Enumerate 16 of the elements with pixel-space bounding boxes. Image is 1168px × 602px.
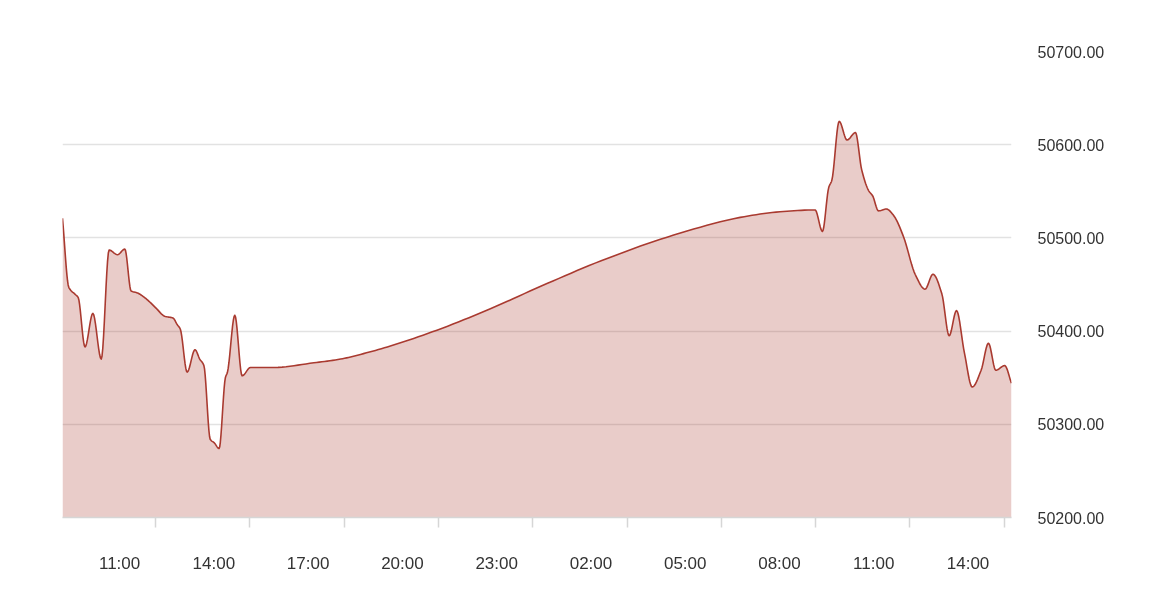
x-tick-label: 05:00 (663, 553, 707, 573)
y-tick-label: 50700.00 (1037, 43, 1105, 61)
y-tick-label: 50200.00 (1037, 509, 1105, 527)
x-tick-label: 11:00 (98, 553, 141, 573)
x-tick-label: 14:00 (946, 553, 990, 573)
x-tick-label: 14:00 (192, 553, 236, 573)
x-tick-label: 11:00 (853, 553, 895, 573)
y-tick-label: 50300.00 (1037, 416, 1105, 434)
x-tick-label: 17:00 (286, 553, 330, 573)
x-tick-label: 20:00 (381, 553, 424, 573)
x-tick-label: 08:00 (758, 553, 801, 573)
y-tick-label: 50600.00 (1037, 136, 1105, 154)
y-tick-label: 50400.00 (1037, 323, 1105, 341)
x-tick-label: 23:00 (475, 553, 518, 573)
x-tick-label: 02:00 (569, 553, 613, 573)
y-tick-label: 50500.00 (1037, 229, 1105, 247)
